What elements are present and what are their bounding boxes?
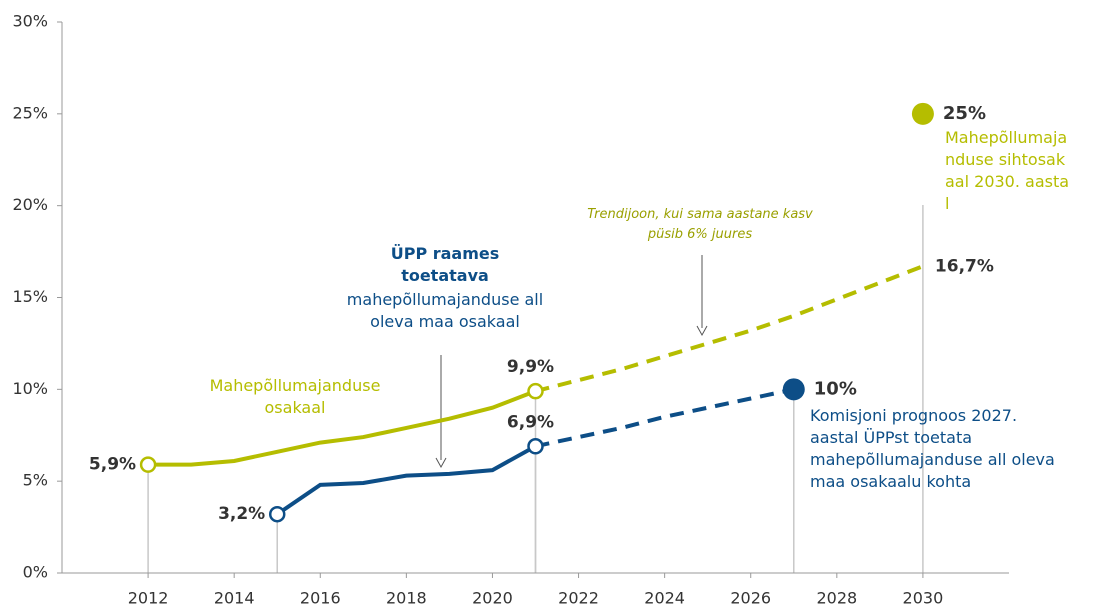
y-tick-label: 25% xyxy=(12,103,48,122)
arrow-head xyxy=(435,457,447,469)
target-label: 25% xyxy=(943,103,986,124)
y-tick-label: 30% xyxy=(12,12,48,31)
x-tick-label: 2022 xyxy=(558,589,599,608)
y-tick-label: 20% xyxy=(12,195,48,214)
target-marker xyxy=(782,378,805,401)
point-marker xyxy=(527,438,544,455)
series-label: Mahepõllumajanduse osakaal xyxy=(209,376,381,417)
target-text: Komisjoni prognoos 2027. aastal ÜPPst to… xyxy=(810,406,1055,491)
series-line xyxy=(535,387,795,449)
x-tick-label: 2014 xyxy=(214,589,255,608)
y-tick-label: 10% xyxy=(12,379,48,398)
x-tick-label: 2024 xyxy=(644,589,685,608)
target-label: 10% xyxy=(814,378,857,399)
trend-label: Trendijoon, kui sama aastane kasv püsib … xyxy=(587,207,813,242)
target-text: Mahepõllumajanduse sihtosakaal 2030. aas… xyxy=(945,128,1070,213)
value-label: 16,7% xyxy=(935,256,994,276)
arrow-head xyxy=(696,325,708,337)
point-marker xyxy=(139,456,157,473)
x-tick-label: 2018 xyxy=(386,589,427,608)
y-tick-label: 5% xyxy=(23,471,48,490)
x-tick-label: 2026 xyxy=(730,589,771,608)
point-marker xyxy=(268,505,286,523)
value-label: 5,9% xyxy=(89,455,136,475)
value-label: 3,2% xyxy=(218,504,265,524)
value-label: 9,9% xyxy=(507,357,554,377)
series-line xyxy=(148,389,537,467)
x-tick-label: 2012 xyxy=(128,589,169,608)
value-label: 6,9% xyxy=(507,412,554,432)
y-tick-label: 15% xyxy=(12,287,48,306)
point-marker xyxy=(527,382,544,400)
x-tick-label: 2030 xyxy=(903,589,944,608)
x-tick-label: 2020 xyxy=(472,589,513,608)
annotation-text: mahepõllumajanduse all oleva maa osakaal xyxy=(346,290,544,331)
series-line xyxy=(535,264,924,394)
series-line xyxy=(276,444,537,516)
target-marker xyxy=(911,102,934,125)
x-tick-label: 2016 xyxy=(300,589,341,608)
x-tick-label: 2028 xyxy=(816,589,857,608)
annotation-bold: ÜPP raames toetatava xyxy=(390,244,500,285)
y-tick-label: 0% xyxy=(23,563,48,582)
